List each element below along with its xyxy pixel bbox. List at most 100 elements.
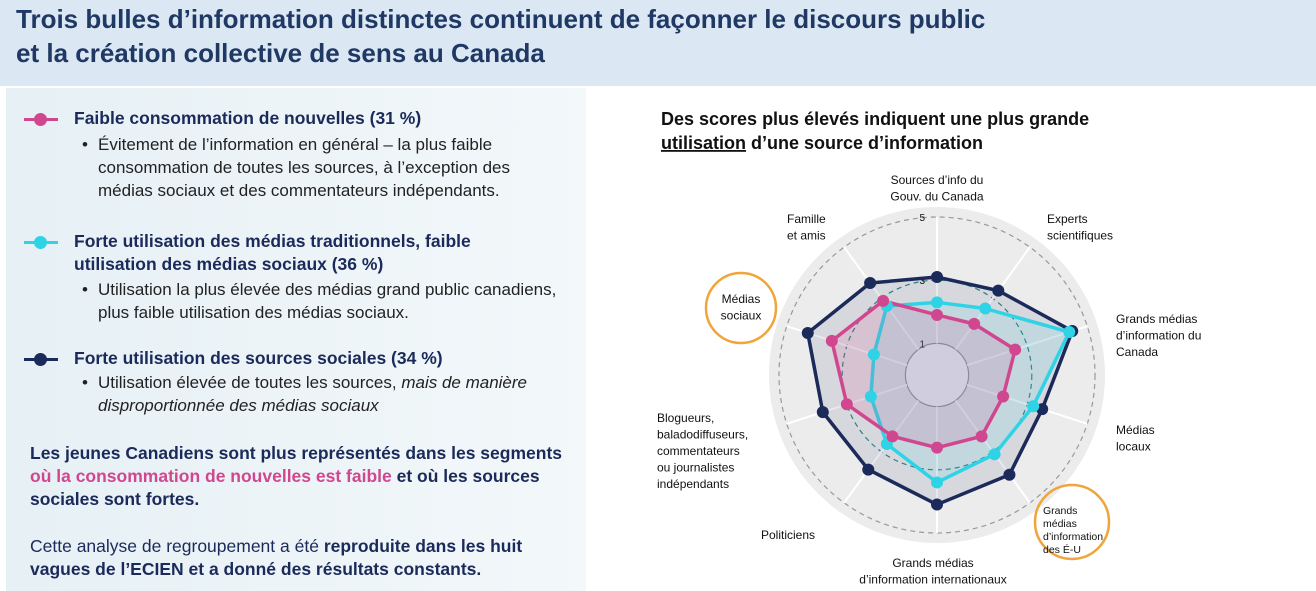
- bullet-dot: •: [82, 373, 88, 392]
- category-line: et amis: [787, 229, 826, 243]
- segment-heading: Faible consommation de nouvelles (31 %): [74, 108, 422, 128]
- radar-point: [867, 348, 880, 361]
- category-label: Famille et amis: [787, 212, 826, 243]
- chart-title: Des scores plus élevés indiquent une plu…: [661, 109, 1089, 129]
- spoke: [954, 246, 1031, 351]
- radar-point: [886, 430, 899, 443]
- header: Trois bulles d’information distinctes co…: [0, 0, 1316, 86]
- radar-point: [988, 448, 1001, 461]
- legend-dot: [34, 236, 47, 249]
- radar-point: [816, 406, 829, 419]
- category-label: Grands médias d’information des É-U: [1043, 505, 1103, 556]
- radar-point: [1027, 400, 1040, 413]
- radar-point: [931, 308, 943, 321]
- radar-point: [825, 334, 838, 347]
- category-line: baladodiffuseurs,: [657, 428, 748, 442]
- r-tick-label: 1: [919, 339, 925, 350]
- category-line: indépendants: [657, 477, 729, 491]
- radar-point: [931, 296, 943, 309]
- category-line: des É-U: [1043, 543, 1081, 556]
- r-tick-label: 5: [919, 213, 925, 224]
- bullet-text: Utilisation élevée de toutes les sources…: [98, 373, 402, 392]
- category-line: Sources d’info du: [891, 173, 984, 187]
- category-line: locaux: [1116, 440, 1151, 454]
- radar-point: [1009, 343, 1022, 356]
- category-line: scientifiques: [1047, 229, 1113, 243]
- legend-dot: [34, 113, 47, 126]
- category-label: Sources d’info du Gouv. du Canada: [890, 173, 984, 204]
- category-line: d’information du: [1116, 329, 1201, 343]
- radar-ring: [778, 216, 1096, 534]
- category-label: Politiciens: [761, 528, 815, 542]
- category-line: commentateurs: [657, 444, 740, 458]
- segment-bullet: • Évitement de l’information en général –…: [82, 133, 568, 202]
- category-line: Politiciens: [761, 528, 815, 542]
- note-analysis: Cette analyse de regroupement a été repr…: [30, 535, 580, 581]
- category-line: d’information: [1043, 531, 1103, 543]
- radar-point: [968, 317, 981, 330]
- radar-point: [864, 390, 877, 403]
- radar-point: [1063, 326, 1076, 339]
- category-line: Canada: [1116, 345, 1158, 359]
- spoke: [966, 383, 1088, 425]
- category-line: Gouv. du Canada: [890, 190, 984, 204]
- category-line: médias: [1043, 518, 1077, 530]
- category-line: Médias: [722, 292, 761, 306]
- note-text: et où les sources sociales sont fortes.: [30, 466, 540, 509]
- radar-point: [931, 441, 943, 454]
- radar-point: [840, 398, 853, 411]
- radar-point: [1036, 403, 1049, 416]
- category-label: Experts scientifiques: [1047, 212, 1113, 243]
- category-label: Blogueurs, baladodiffuseurs, commentateurs…: [657, 411, 748, 491]
- note-text: reproduite dans les huit vagues de l’ECI…: [30, 536, 523, 579]
- segment-heading: Forte utilisation des sources sociales (…: [74, 348, 443, 368]
- category-line: Grands médias: [892, 556, 973, 570]
- radar-point: [931, 498, 943, 511]
- chart-title-part: d’une source d’information: [746, 133, 983, 153]
- radar-point: [975, 430, 988, 443]
- radar-point: [1003, 468, 1016, 481]
- r-tick-label: 3: [919, 276, 925, 287]
- legend-marker: [24, 353, 58, 366]
- category-line: d’information internationaux: [859, 573, 1006, 587]
- title: et la création collective de sens au Can…: [16, 38, 545, 68]
- highlight-circle: [1033, 483, 1111, 561]
- note-youth: Les jeunes Canadiens sont plus représent…: [30, 442, 580, 511]
- segment-bullet: • Utilisation élevée de toutes les source…: [82, 371, 568, 417]
- category-line: Blogueurs,: [657, 411, 714, 425]
- bullet-text: Évitement de l’information en général – …: [98, 135, 511, 200]
- category-line: Experts: [1047, 212, 1088, 226]
- highlight-circle: [704, 271, 778, 345]
- title: Trois bulles d’information distinctes co…: [16, 4, 986, 34]
- category-line: ou journalistes: [657, 461, 734, 475]
- chart-title-part: Des scores plus élevés indiquent une plu…: [661, 109, 1089, 129]
- radar-point: [979, 302, 992, 315]
- category-label: Médias locaux: [1116, 423, 1155, 454]
- spoke: [843, 399, 920, 504]
- note-text: Cette analyse de regroupement a été: [30, 536, 324, 556]
- segment-bullet: • Utilisation la plus élevée des médias g…: [82, 278, 568, 324]
- segment-heading: Forte utilisation des médias traditionne…: [74, 231, 471, 274]
- radar-point: [862, 463, 875, 476]
- radar-point: [997, 390, 1010, 403]
- radar-point: [992, 284, 1005, 297]
- category-label: Grands médias d’information du Canada: [1116, 312, 1201, 359]
- bullet-text: Utilisation la plus élevée des médias gr…: [98, 280, 557, 322]
- category-line: Médias: [1116, 423, 1155, 437]
- category-line: Grands médias: [1116, 312, 1197, 326]
- legend-marker: [24, 113, 58, 126]
- legend-dot: [34, 353, 47, 366]
- radar-point: [877, 294, 890, 307]
- bullet-dot: •: [82, 135, 88, 154]
- category-label: Grands médias d’information internationau…: [859, 556, 1006, 587]
- radar-point: [931, 271, 943, 284]
- category-line: sociaux: [721, 309, 762, 323]
- left-panel: Faible consommation de nouvelles (31 %) •…: [6, 88, 586, 591]
- category-line: Famille: [787, 212, 826, 226]
- category-label: Médias sociaux: [721, 292, 762, 323]
- bullet-dot: •: [82, 280, 88, 299]
- chart-title: utilisation d’une source d’information: [661, 133, 983, 153]
- radar-point: [801, 327, 814, 340]
